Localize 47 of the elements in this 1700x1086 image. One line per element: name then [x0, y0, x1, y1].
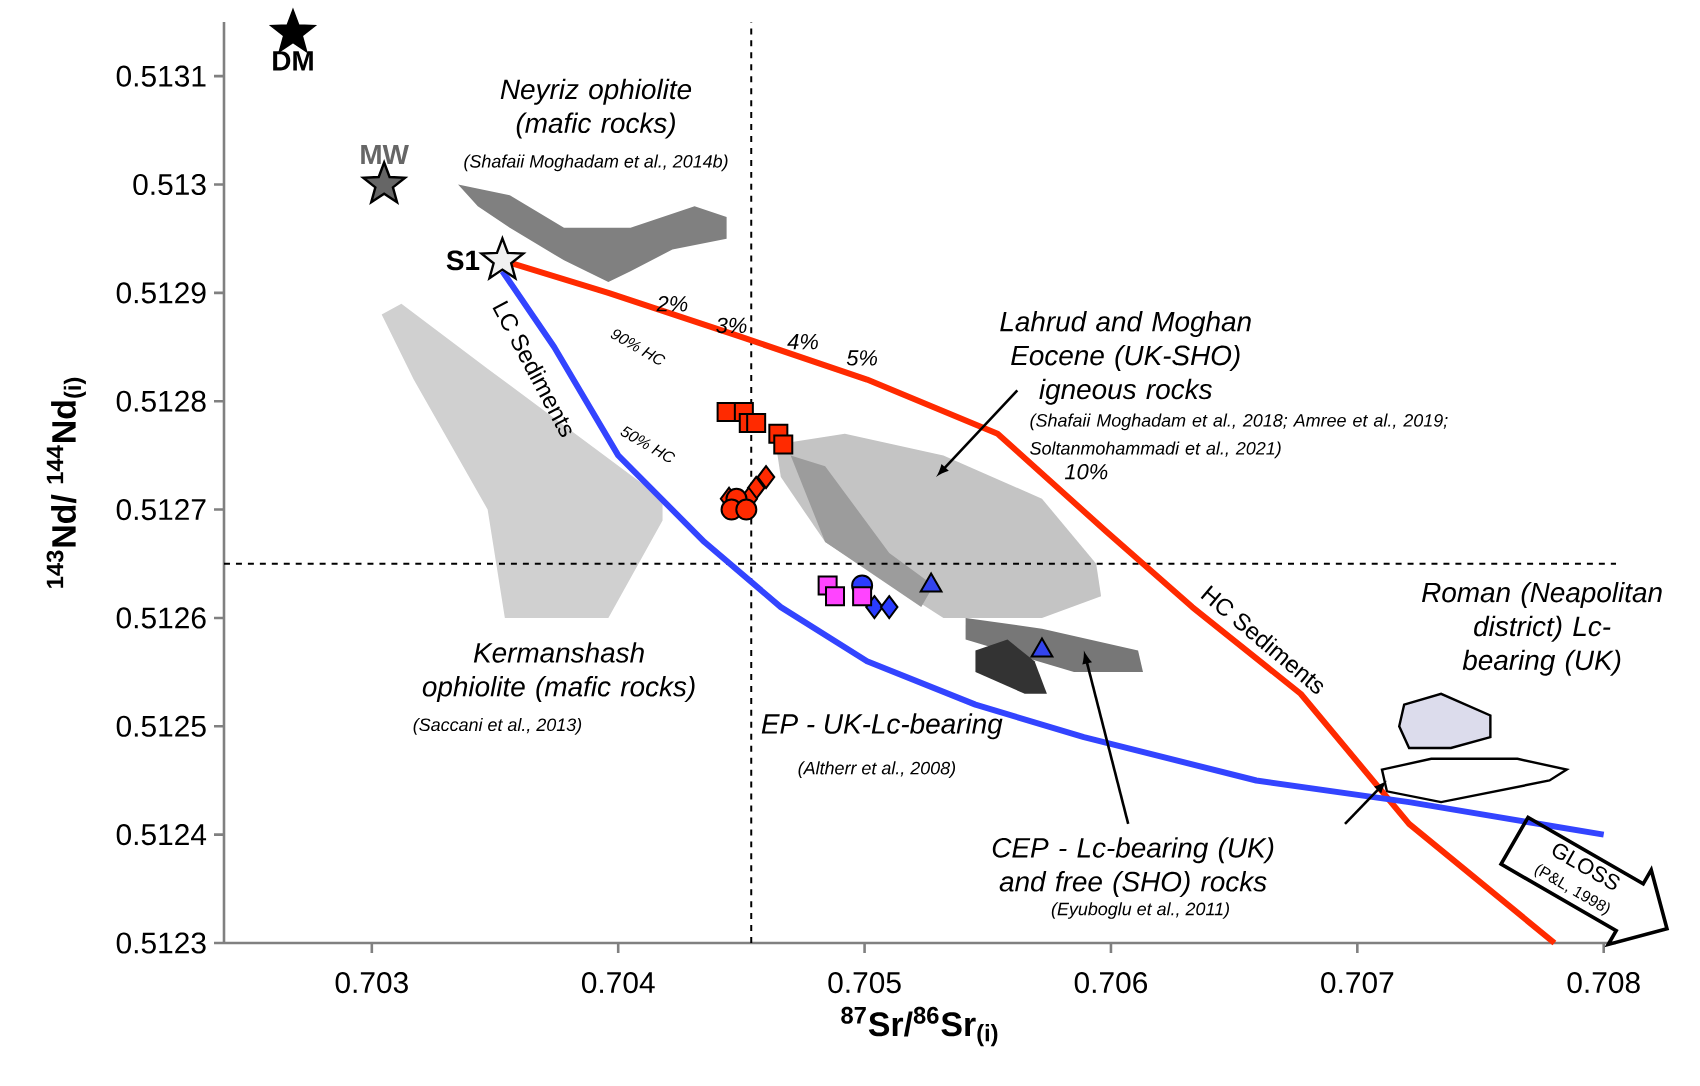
annotation: Neyriz ophiolite (mafic rocks): [500, 78, 692, 139]
y-tick-label: 0.5131: [116, 65, 206, 87]
x-tick-label: 0.704: [581, 971, 655, 994]
annotation: 90% HC: [610, 329, 666, 365]
x-tick-label: 0.706: [1074, 971, 1148, 994]
annotation: Roman (Neapolitan district) Lc-bearing (UK): [1422, 581, 1662, 676]
annotation: CEP - Lc-bearing (UK) and free (SHO) rocks: [992, 837, 1274, 898]
y-tick-label: 0.513: [133, 173, 206, 196]
x-tick-label: 0.707: [1321, 971, 1394, 994]
annotation: EP - UK-Lc-bearing: [761, 713, 1003, 740]
annotation: (Shafaii Moghadam et al., 2014b): [464, 154, 728, 172]
annotation: (Shafaii Moghadam et al., 2018; Amree et al., 2019; Soltanmohammadi et al., 2021): [1030, 413, 1448, 459]
annotation: Lahrud and Moghan Eocene (UK-SHO) igneous rocks: [1000, 311, 1251, 405]
annotation: 3%: [716, 317, 747, 334]
annotation: (Eyuboglu et al., 2011): [1051, 902, 1229, 919]
series-label: S1: [446, 250, 480, 271]
point: [735, 498, 758, 521]
point: [825, 586, 846, 607]
y-tick-label: 0.5128: [116, 390, 206, 412]
annotation: 5%: [846, 350, 877, 366]
annotation: (Saccani et al., 2013): [413, 717, 582, 735]
point: [480, 237, 525, 280]
y-tick-label: 0.5125: [116, 715, 206, 737]
annotation: Kermanshash ophiolite (mafic rocks): [422, 642, 695, 703]
y-tick-label: 0.5129: [116, 282, 206, 304]
series-label: DM: [273, 51, 313, 71]
annotation: (Altherr et al., 2008): [798, 761, 956, 778]
y-tick-label: 0.5124: [116, 824, 207, 846]
point: [269, 7, 317, 53]
point: [852, 586, 873, 607]
point: [879, 595, 899, 620]
y-axis-title: $^{143}$Nd/ $^{144}$Nd$_{(i)}$: [46, 377, 86, 588]
annotation: 50% HC: [620, 426, 676, 463]
x-tick-label: 0.703: [335, 971, 408, 994]
point: [773, 434, 794, 455]
annotation: 4%: [787, 333, 818, 350]
series-label: MW: [361, 144, 409, 165]
x-tick-label: 0.708: [1567, 971, 1640, 994]
y-tick-label: 0.5123: [116, 932, 206, 954]
annotation: 2%: [656, 296, 688, 312]
y-tick-label: 0.5127: [116, 498, 206, 521]
y-tick-label: 0.5126: [116, 607, 206, 629]
x-tick-label: 0.705: [828, 971, 901, 994]
point: [756, 465, 776, 490]
point: [746, 412, 767, 433]
x-axis-title: $^{87}$Sr/$^{86}$Sr$_{(i)}$: [841, 1006, 998, 1047]
annotation: 10%: [1064, 463, 1108, 480]
